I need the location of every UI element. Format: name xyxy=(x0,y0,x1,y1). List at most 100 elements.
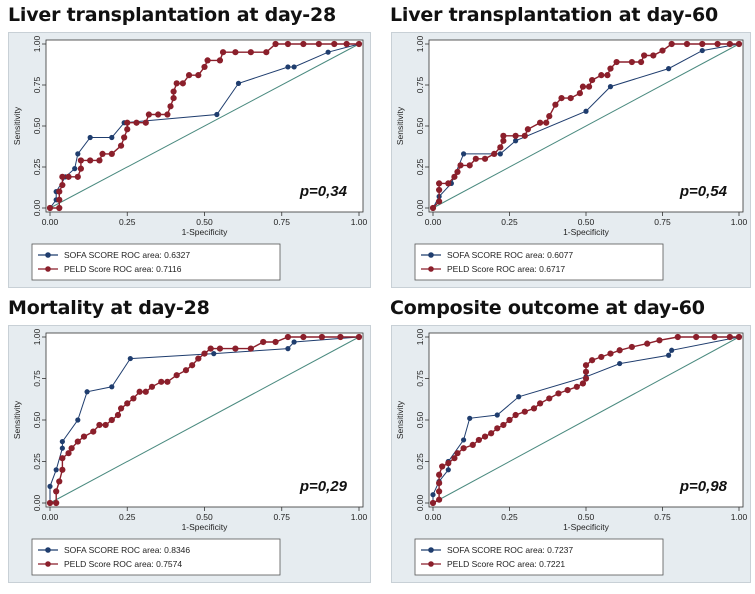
peld-roc-point xyxy=(96,157,103,164)
x-axis-label: 1-Specificity xyxy=(563,522,610,532)
peld-roc-point xyxy=(130,395,137,402)
peld-roc-point xyxy=(604,72,611,79)
peld-roc-point xyxy=(711,333,718,341)
x-tick-label: 0.00 xyxy=(425,217,442,227)
x-axis-label: 1-Specificity xyxy=(563,227,610,237)
sofa-roc-point xyxy=(109,134,115,141)
peld-roc-point xyxy=(693,333,700,341)
peld-roc-point xyxy=(735,333,743,341)
y-tick-label: 0.50 xyxy=(32,117,42,134)
peld-roc-point xyxy=(59,173,66,180)
peld-roc-point xyxy=(263,49,270,56)
peld-roc-point xyxy=(579,83,587,90)
x-axis-label: 1-Specificity xyxy=(182,227,229,237)
y-tick-label: 0.25 xyxy=(32,158,42,175)
sofa-roc-point xyxy=(461,437,467,443)
peld-roc-point xyxy=(117,405,125,412)
sofa-roc-point xyxy=(47,483,53,489)
peld-roc-point xyxy=(616,347,623,354)
peld-roc-point xyxy=(641,52,648,59)
peld-roc-point xyxy=(436,479,443,487)
peld-roc-point xyxy=(343,40,350,48)
y-tick-label: 0.25 xyxy=(32,453,42,470)
peld-roc-point xyxy=(546,395,553,402)
legend-label-peld: PELD Score ROC area: 0.6717 xyxy=(447,264,565,274)
peld-roc-point xyxy=(232,49,239,56)
y-tick-label: 0.75 xyxy=(415,370,425,387)
peld-roc-point xyxy=(337,333,344,341)
peld-roc-point xyxy=(260,338,267,346)
chart-title-tr: Liver transplantation at day-60 xyxy=(390,4,719,26)
legend-box xyxy=(414,538,664,576)
peld-roc-point xyxy=(170,88,177,95)
x-tick-label: 0.00 xyxy=(42,217,59,227)
peld-roc-point xyxy=(247,49,254,56)
roc-chart-tr: 0.000.00 0.25 0.25 0.50 0.50 0.75 0.75 1.00 1.00… xyxy=(391,32,751,288)
peld-roc-point xyxy=(189,362,196,369)
peld-roc-point xyxy=(451,173,458,180)
legend-marker-sofa xyxy=(45,252,51,258)
y-axis-label: Sensitivity xyxy=(395,400,405,439)
peld-roc-point xyxy=(74,438,81,445)
y-tick-label: 1.00 xyxy=(32,328,42,345)
chart-title-bl: Mortality at day-28 xyxy=(8,297,210,319)
peld-roc-point xyxy=(469,441,476,448)
peld-roc-point xyxy=(170,95,177,102)
peld-roc-point xyxy=(445,460,452,467)
y-tick-label: 0.50 xyxy=(32,411,42,428)
peld-roc-point xyxy=(46,499,54,507)
peld-roc-point xyxy=(457,162,464,169)
peld-roc-point xyxy=(576,90,583,97)
x-tick-label: 0.75 xyxy=(654,217,671,227)
sofa-roc-point xyxy=(285,346,291,352)
legend-label-peld: PELD Score ROC area: 0.7574 xyxy=(64,559,182,569)
peld-roc-point xyxy=(300,40,307,48)
peld-roc-point xyxy=(521,132,528,139)
legend-box xyxy=(31,243,281,281)
peld-roc-point xyxy=(735,40,743,48)
sofa-roc-point xyxy=(666,352,672,358)
sofa-roc-point xyxy=(467,415,473,421)
peld-roc-point xyxy=(699,40,706,48)
peld-roc-point xyxy=(65,450,72,457)
peld-roc-point xyxy=(491,150,498,157)
sofa-roc-point xyxy=(669,347,675,353)
reference-line xyxy=(432,43,740,209)
peld-roc-point xyxy=(683,40,691,48)
legend-marker-sofa xyxy=(428,547,434,553)
peld-roc-point xyxy=(216,57,224,64)
peld-roc-point xyxy=(628,58,635,66)
peld-roc-point xyxy=(59,466,66,473)
peld-roc-point xyxy=(558,95,565,102)
sofa-roc-point xyxy=(87,134,93,141)
legend-marker-peld xyxy=(45,266,51,272)
y-tick-label: 0.00 xyxy=(415,199,425,216)
peld-roc-point xyxy=(77,165,84,172)
peld-roc-point xyxy=(182,367,190,374)
peld-roc-point xyxy=(537,400,544,407)
peld-roc-point xyxy=(87,157,94,164)
sofa-roc-point xyxy=(607,84,614,90)
peld-roc-point xyxy=(300,333,307,341)
sofa-roc-point xyxy=(666,66,672,72)
peld-roc-point xyxy=(500,421,507,429)
sofa-roc-point xyxy=(494,412,500,418)
sofa-roc-point xyxy=(72,166,78,172)
peld-roc-point xyxy=(436,198,443,205)
peld-roc-point xyxy=(284,333,292,341)
x-tick-label: 0.50 xyxy=(578,512,595,522)
legend-marker-peld xyxy=(428,561,434,567)
peld-roc-point xyxy=(216,345,224,352)
peld-roc-point xyxy=(164,111,171,118)
peld-roc-point xyxy=(121,134,128,141)
sofa-roc-point xyxy=(59,445,65,451)
p-value: p=0,34 xyxy=(299,183,348,200)
peld-roc-point xyxy=(80,433,88,440)
peld-roc-point xyxy=(185,72,193,79)
x-axis-label: 1-Specificity xyxy=(182,522,229,532)
peld-roc-point xyxy=(167,103,174,110)
peld-roc-point xyxy=(158,378,165,385)
peld-roc-point xyxy=(481,155,489,162)
peld-roc-point xyxy=(142,388,149,395)
sofa-roc-point xyxy=(699,47,705,54)
